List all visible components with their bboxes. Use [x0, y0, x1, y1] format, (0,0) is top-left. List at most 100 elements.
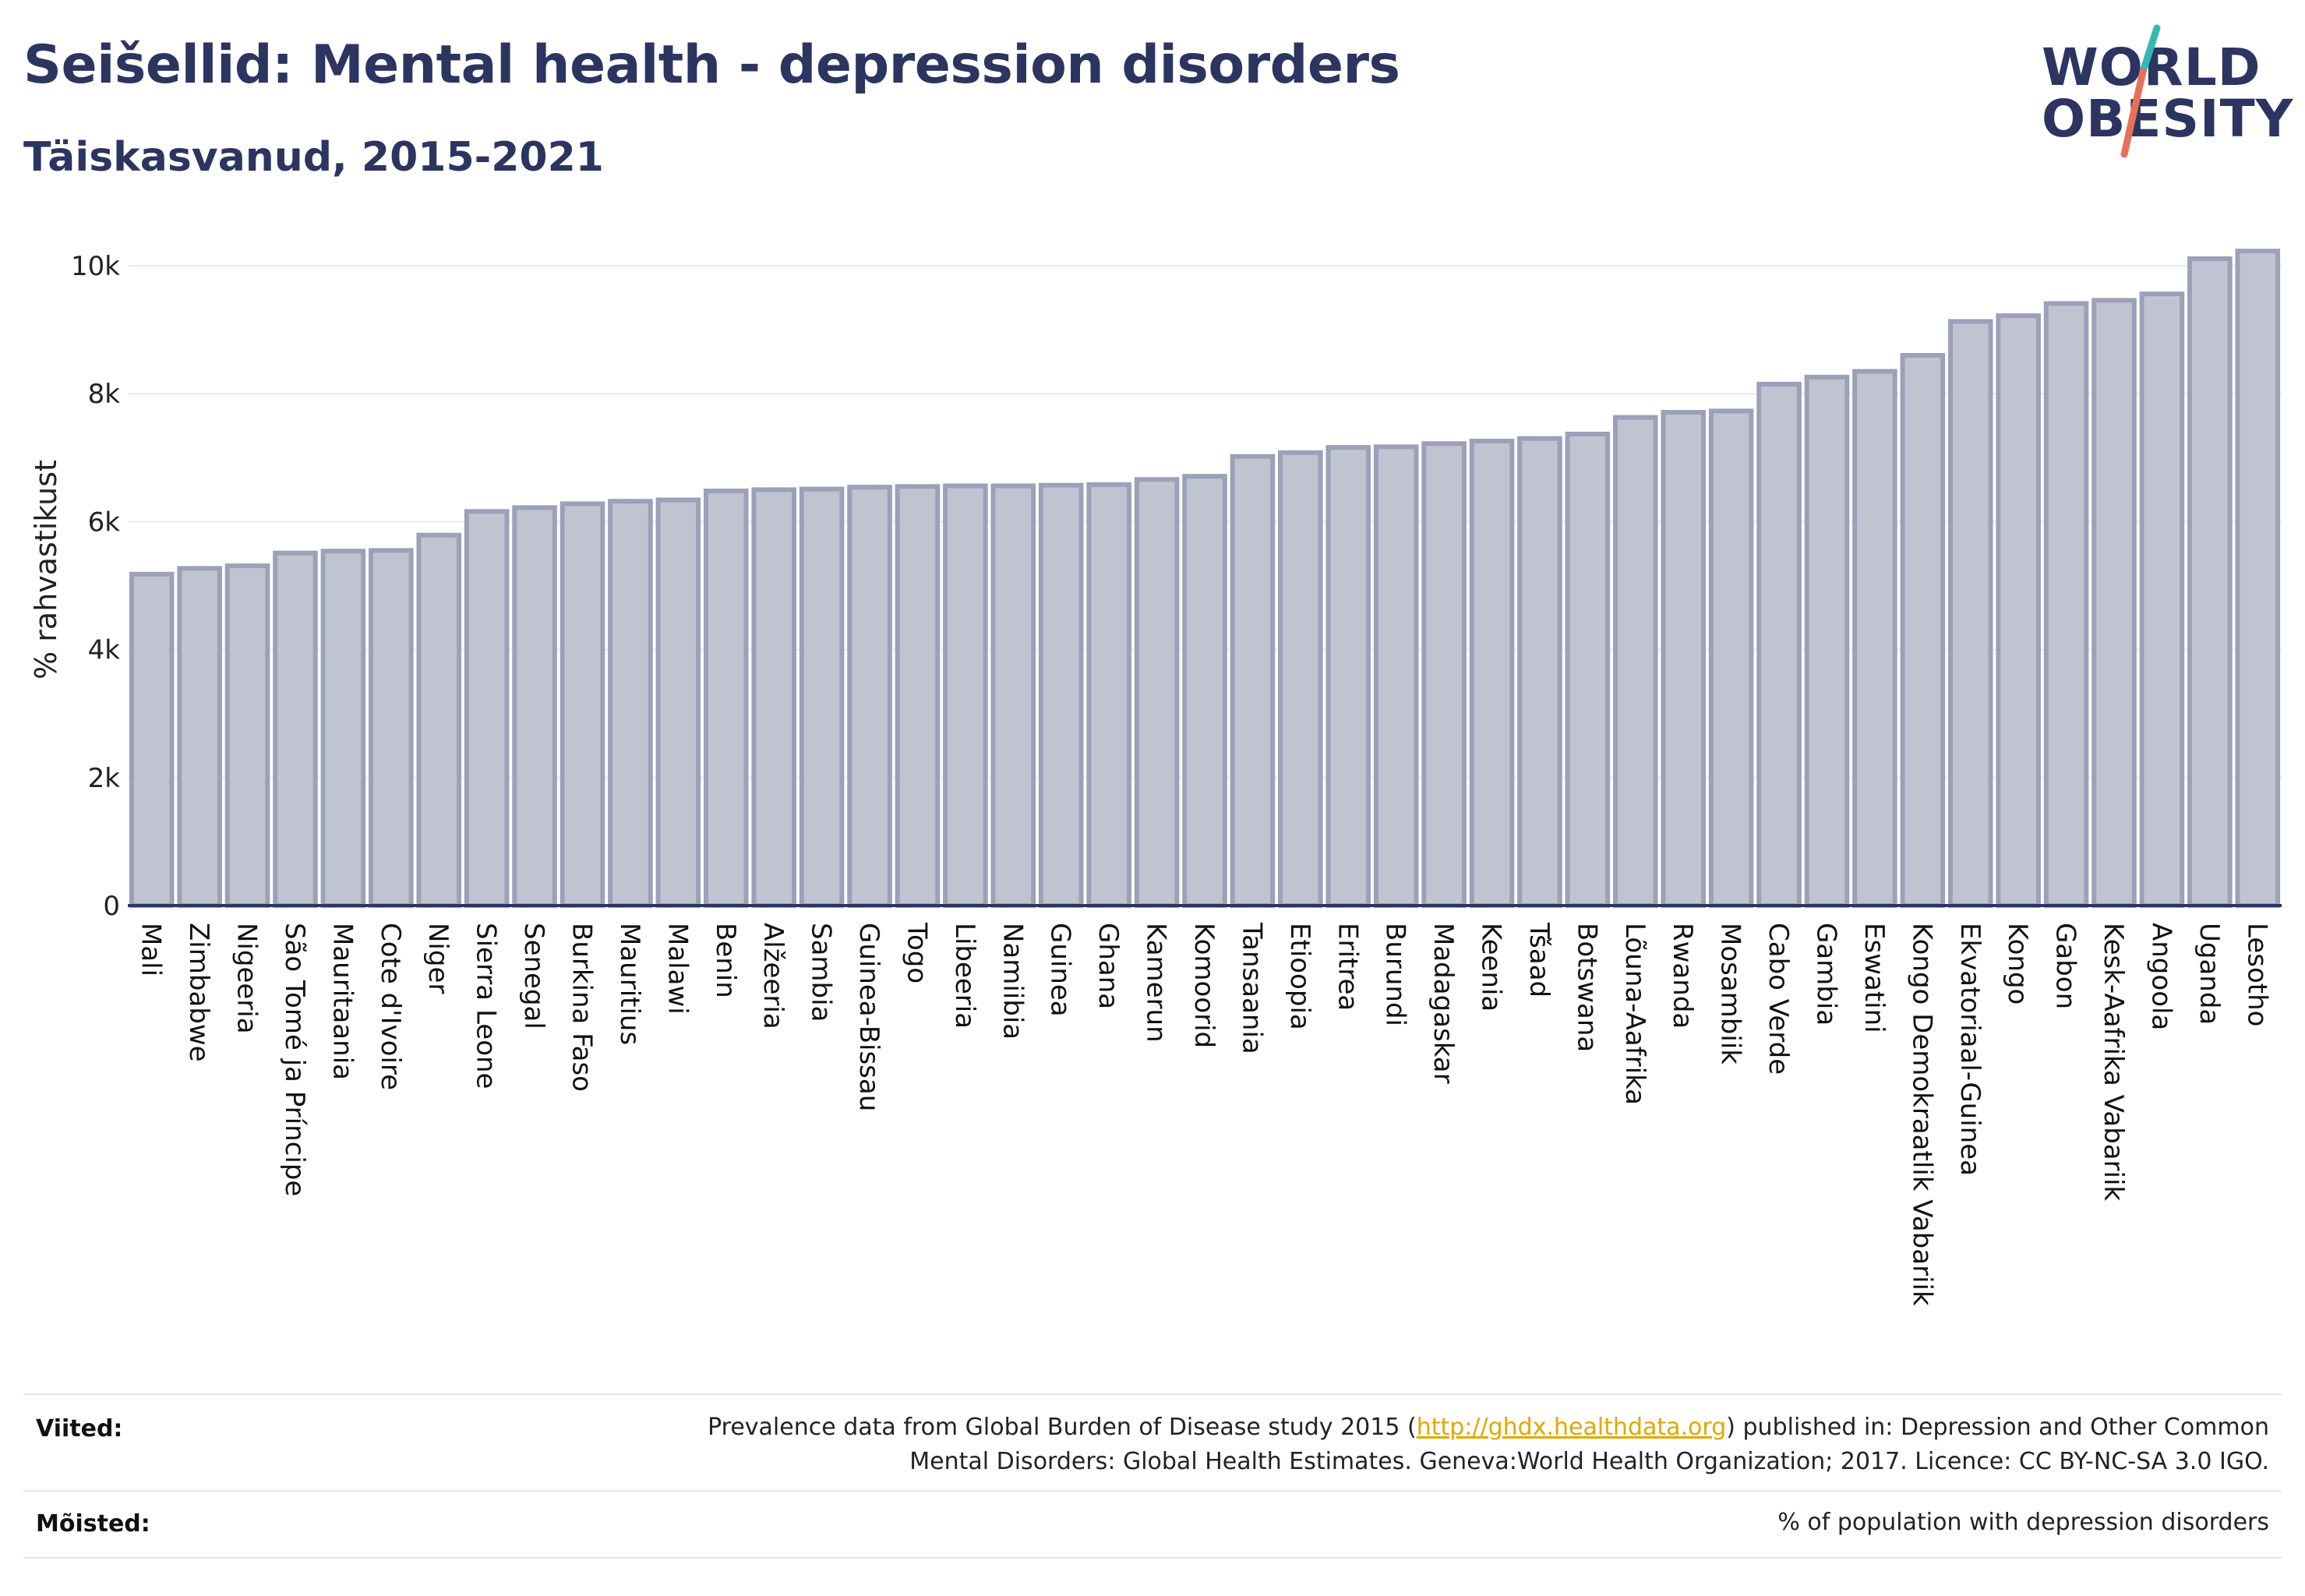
sources-text-before: Prevalence data from Global Burden of Di…	[708, 1414, 1417, 1441]
bar	[1086, 482, 1131, 908]
logo-line-2: OBESITY	[2042, 89, 2294, 149]
y-tick-label: 6k	[88, 507, 121, 538]
x-tick-label: Kongo Demokraatlik Vabariik	[1906, 923, 1937, 1306]
bar	[1900, 352, 1946, 908]
x-tick-label: Kamerun	[1141, 923, 1172, 1043]
bar	[1421, 441, 1467, 908]
bar	[129, 571, 175, 908]
bar	[1038, 482, 1084, 908]
chart-subtitle: Täiskasvanud, 2015-2021	[23, 134, 604, 181]
bar	[2043, 301, 2089, 908]
definitions-text: % of population with depression disorder…	[1777, 1509, 2269, 1536]
bar	[1708, 408, 1754, 908]
chart-title: Seišellid: Mental health - depression di…	[23, 34, 1400, 96]
x-tick-label: Lesotho	[2241, 923, 2272, 1026]
bar	[1278, 450, 1323, 908]
x-tick-label: Cote d'Ivoire	[375, 923, 406, 1090]
bar	[1517, 436, 1562, 908]
bar	[895, 484, 941, 908]
x-tick-label: Botswana	[1571, 923, 1602, 1052]
x-tick-label: Tšaad	[1523, 922, 1555, 998]
bar	[1613, 415, 1658, 908]
bar	[1661, 410, 1707, 908]
x-tick-label: Guinea	[1045, 923, 1076, 1017]
x-tick-label: Mauritaania	[327, 923, 358, 1080]
x-tick-label: Rwanda	[1667, 923, 1698, 1029]
x-tick-label: Kongo	[2002, 923, 2033, 1005]
bar	[2091, 298, 2137, 909]
bar	[177, 566, 222, 908]
bar	[1182, 474, 1227, 908]
sources-text: Prevalence data from Global Burden of Di…	[708, 1411, 2269, 1479]
logo-slash-icon	[2120, 24, 2161, 158]
x-tick-label: Etioopia	[1284, 923, 1315, 1030]
x-tick-label: Nigeeria	[231, 923, 263, 1034]
bar	[1756, 381, 1802, 908]
footer-sources-row: Viited: Prevalence data from Global Burd…	[23, 1393, 2282, 1492]
bar	[847, 485, 892, 908]
bar	[273, 550, 318, 908]
sources-text-line2: Mental Disorders: Global Health Estimate…	[909, 1448, 2269, 1475]
bar	[416, 532, 462, 908]
sources-link[interactable]: http://ghdx.healthdata.org	[1416, 1414, 1727, 1441]
bar	[703, 489, 749, 908]
x-tick-label: Lõuna-Aafrika	[1619, 923, 1650, 1105]
bar	[1469, 438, 1515, 908]
bar	[369, 548, 414, 908]
x-tick-label: Sambia	[806, 923, 837, 1022]
x-tick-label: Sierra Leone	[471, 923, 502, 1089]
bar	[2139, 291, 2185, 909]
x-tick-label: Niger	[422, 923, 454, 994]
x-tick-label: Alžeeria	[757, 923, 789, 1029]
x-tick-label: Ghana	[1092, 923, 1124, 1009]
x-tick-label: Uganda	[2194, 923, 2225, 1025]
y-tick-label: 4k	[88, 635, 121, 666]
x-tick-label: Libeeria	[949, 923, 980, 1029]
bar	[943, 483, 988, 908]
y-tick-label: 0	[103, 891, 120, 922]
bar	[751, 487, 796, 908]
x-tick-label: Madagaskar	[1428, 923, 1459, 1084]
x-tick-label: Burkina Faso	[567, 923, 598, 1092]
bar	[990, 483, 1036, 908]
x-tick-label: Gabon	[2050, 923, 2081, 1009]
x-tick-label: Malawi	[662, 923, 693, 1015]
x-tick-label: Angoola	[2145, 923, 2176, 1030]
bar	[2187, 256, 2233, 908]
x-tick-label: Komoorid	[1188, 923, 1220, 1048]
x-tick-label: Namiibia	[997, 923, 1028, 1040]
bar	[1230, 454, 1276, 908]
x-tick-label: Cabo Verde	[1763, 923, 1794, 1075]
bar-chart: 0 2k 4k 6k 8k 10k % rahvastikust Mali Zimbabwe Ni…	[29, 249, 2282, 1306]
x-tick-label: Ekvatoriaal-Guinea	[1954, 923, 1986, 1176]
y-axis-label: % rahvastikust	[29, 460, 63, 680]
bar	[655, 497, 701, 908]
world-obesity-logo: WORLD OBESITY	[2034, 23, 2294, 164]
x-tick-label: Mauritius	[614, 923, 645, 1045]
bar	[559, 501, 605, 908]
y-tick-label: 8k	[88, 379, 121, 410]
bar	[1565, 431, 1611, 908]
x-tick-label: Tansaania	[1236, 922, 1267, 1054]
x-tick-label: Senegal	[518, 923, 549, 1029]
x-tick-label: Benin	[710, 923, 741, 998]
sources-text-after: ) published in: Depression and Other Com…	[1726, 1414, 2269, 1441]
footer-definitions-row: Mõisted: % of population with depression…	[23, 1490, 2282, 1559]
bar	[1325, 445, 1371, 908]
bar	[608, 499, 653, 908]
bar	[2235, 249, 2281, 908]
bar	[512, 505, 557, 908]
y-tick-label: 10k	[71, 251, 120, 282]
bar	[1996, 313, 2041, 908]
x-tick-label: Eritrea	[1332, 923, 1363, 1011]
x-tick-label: Keenia	[1476, 923, 1507, 1012]
bar	[799, 486, 845, 908]
x-tick-label: Guinea-Bissau	[853, 923, 884, 1111]
x-tick-label: Togo	[901, 922, 932, 983]
x-tick-label: Gambia	[1810, 923, 1841, 1026]
y-tick-label: 2k	[88, 763, 121, 794]
x-tick-label: Burundi	[1380, 923, 1411, 1026]
x-tick-label: Mosambiik	[1715, 923, 1746, 1065]
bar	[1947, 319, 1993, 909]
